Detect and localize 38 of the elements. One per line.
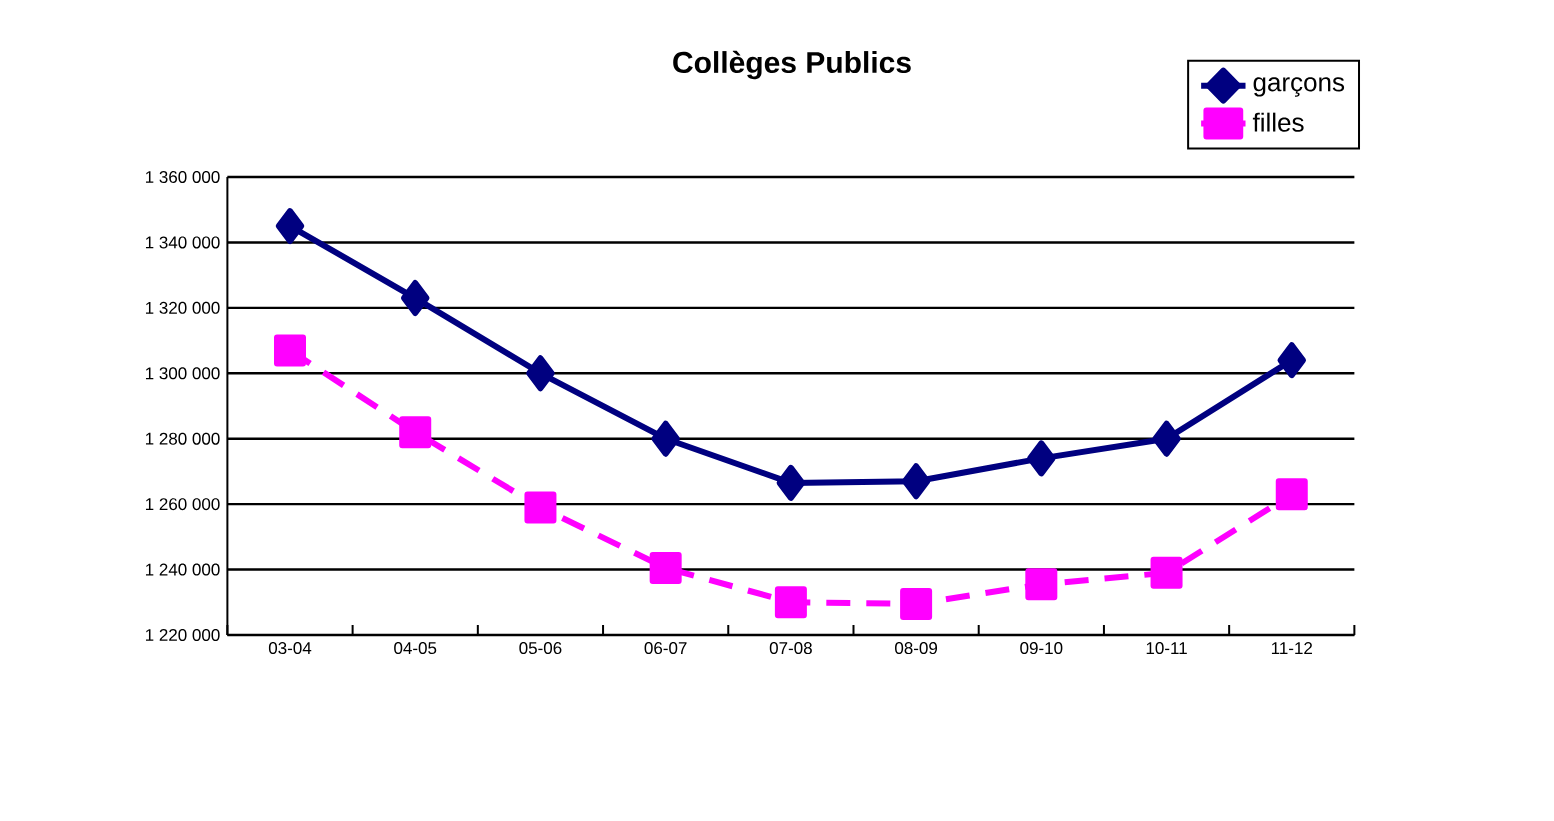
point bbox=[1027, 440, 1056, 477]
point bbox=[1150, 556, 1183, 589]
point bbox=[399, 416, 432, 449]
y-tick-label: 1 240 000 bbox=[145, 563, 220, 576]
y-tick-label: 1 260 000 bbox=[145, 498, 220, 511]
y-tick-label: 1 280 000 bbox=[145, 432, 220, 445]
x-tick-label: 08-09 bbox=[895, 642, 938, 655]
point bbox=[900, 587, 933, 620]
x-tick-label: 09-10 bbox=[1020, 642, 1063, 655]
y-tick-label: 1 300 000 bbox=[145, 367, 220, 380]
point bbox=[651, 420, 680, 457]
point bbox=[274, 334, 306, 367]
x-tick-label: 03-04 bbox=[268, 642, 312, 655]
y-tick-label: 1 360 000 bbox=[145, 170, 220, 184]
x-tick-label: 07-08 bbox=[769, 642, 812, 655]
point bbox=[524, 491, 557, 524]
y-tick-label: 1 220 000 bbox=[145, 629, 220, 642]
y-tick-label: 1 340 000 bbox=[145, 236, 220, 249]
point bbox=[526, 355, 555, 392]
x-tick-label: 10-11 bbox=[1146, 642, 1187, 655]
point bbox=[1275, 478, 1308, 511]
legend-label: filles bbox=[1252, 112, 1304, 132]
point bbox=[1277, 342, 1307, 379]
point bbox=[1152, 420, 1181, 457]
point bbox=[1025, 568, 1058, 601]
point bbox=[400, 280, 430, 317]
x-tick-label: 04-05 bbox=[394, 642, 437, 655]
legend-label: garçons bbox=[1253, 77, 1345, 97]
point bbox=[901, 463, 931, 500]
chart-title: Collèges Publics bbox=[673, 50, 911, 80]
point bbox=[776, 464, 806, 501]
x-tick-label: 05-06 bbox=[519, 642, 562, 655]
point bbox=[275, 208, 305, 245]
x-tick-label: 11-12 bbox=[1271, 642, 1313, 654]
y-tick-label: 1 320 000 bbox=[145, 301, 220, 314]
point bbox=[774, 586, 807, 619]
x-tick-label: 06-07 bbox=[644, 642, 687, 655]
point bbox=[649, 551, 682, 584]
